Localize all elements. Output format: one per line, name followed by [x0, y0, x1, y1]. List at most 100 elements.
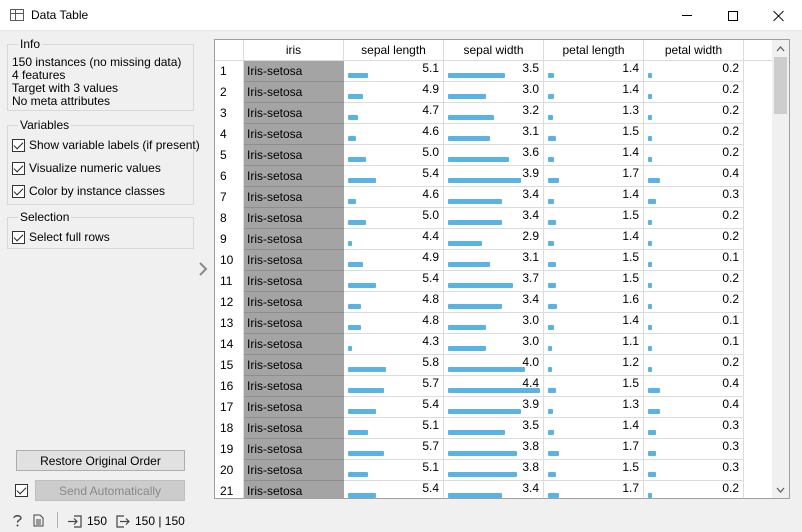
- table-row[interactable]: 21 Iris-setosa 5.4 3.4 1.7 0.2: [215, 481, 775, 498]
- vertical-scrollbar[interactable]: [772, 40, 789, 498]
- table-corner[interactable]: [215, 40, 244, 61]
- row-number[interactable]: 11: [215, 271, 244, 292]
- value-cell[interactable]: 4.7: [344, 103, 444, 124]
- data-table[interactable]: iris sepal length sepal width petal length p…: [214, 39, 790, 499]
- value-cell[interactable]: 4.8: [344, 292, 444, 313]
- class-cell[interactable]: Iris-setosa: [244, 124, 344, 145]
- value-cell[interactable]: 1.4: [544, 61, 644, 82]
- class-cell[interactable]: Iris-setosa: [244, 229, 344, 250]
- value-cell[interactable]: 5.8: [344, 355, 444, 376]
- value-cell[interactable]: 3.0: [444, 313, 544, 334]
- row-number[interactable]: 9: [215, 229, 244, 250]
- value-cell[interactable]: 4.9: [344, 82, 444, 103]
- value-cell[interactable]: 5.4: [344, 271, 444, 292]
- value-cell[interactable]: 3.2: [444, 103, 544, 124]
- value-cell[interactable]: 3.8: [444, 439, 544, 460]
- color-by-class-option[interactable]: Color by instance classes: [12, 184, 165, 198]
- value-cell[interactable]: 3.5: [444, 61, 544, 82]
- value-cell[interactable]: 1.4: [544, 418, 644, 439]
- value-cell[interactable]: 5.1: [344, 460, 444, 481]
- table-row[interactable]: 4 Iris-setosa 4.6 3.1 1.5 0.2: [215, 124, 775, 145]
- value-cell[interactable]: 4.9: [344, 250, 444, 271]
- class-cell[interactable]: Iris-setosa: [244, 271, 344, 292]
- column-header[interactable]: petal width: [644, 40, 744, 61]
- value-cell[interactable]: 4.6: [344, 187, 444, 208]
- value-cell[interactable]: 0.2: [644, 61, 744, 82]
- value-cell[interactable]: 0.2: [644, 229, 744, 250]
- table-row[interactable]: 6 Iris-setosa 5.4 3.9 1.7 0.4: [215, 166, 775, 187]
- value-cell[interactable]: 5.7: [344, 376, 444, 397]
- value-cell[interactable]: 1.7: [544, 481, 644, 498]
- class-cell[interactable]: Iris-setosa: [244, 82, 344, 103]
- row-number[interactable]: 4: [215, 124, 244, 145]
- value-cell[interactable]: 0.4: [644, 397, 744, 418]
- value-cell[interactable]: 1.5: [544, 250, 644, 271]
- value-cell[interactable]: 3.1: [444, 124, 544, 145]
- value-cell[interactable]: 0.2: [644, 292, 744, 313]
- value-cell[interactable]: 3.4: [444, 481, 544, 498]
- value-cell[interactable]: 4.6: [344, 124, 444, 145]
- table-row[interactable]: 12 Iris-setosa 4.8 3.4 1.6 0.2: [215, 292, 775, 313]
- class-cell[interactable]: Iris-setosa: [244, 166, 344, 187]
- value-cell[interactable]: 1.4: [544, 145, 644, 166]
- value-cell[interactable]: 0.1: [644, 250, 744, 271]
- value-cell[interactable]: 3.0: [444, 334, 544, 355]
- table-row[interactable]: 9 Iris-setosa 4.4 2.9 1.4 0.2: [215, 229, 775, 250]
- table-row[interactable]: 11 Iris-setosa 5.4 3.7 1.5 0.2: [215, 271, 775, 292]
- class-cell[interactable]: Iris-setosa: [244, 292, 344, 313]
- class-cell[interactable]: Iris-setosa: [244, 397, 344, 418]
- minimize-button[interactable]: [664, 0, 710, 31]
- value-cell[interactable]: 0.2: [644, 103, 744, 124]
- table-row[interactable]: 13 Iris-setosa 4.8 3.0 1.4 0.1: [215, 313, 775, 334]
- value-cell[interactable]: 0.2: [644, 208, 744, 229]
- table-row[interactable]: 15 Iris-setosa 5.8 4.0 1.2 0.2: [215, 355, 775, 376]
- value-cell[interactable]: 3.4: [444, 208, 544, 229]
- row-number[interactable]: 13: [215, 313, 244, 334]
- table-row[interactable]: 7 Iris-setosa 4.6 3.4 1.4 0.3: [215, 187, 775, 208]
- row-number[interactable]: 20: [215, 460, 244, 481]
- value-cell[interactable]: 5.7: [344, 439, 444, 460]
- value-cell[interactable]: 1.2: [544, 355, 644, 376]
- value-cell[interactable]: 3.1: [444, 250, 544, 271]
- value-cell[interactable]: 1.3: [544, 103, 644, 124]
- value-cell[interactable]: 3.6: [444, 145, 544, 166]
- value-cell[interactable]: 5.1: [344, 61, 444, 82]
- class-cell[interactable]: Iris-setosa: [244, 187, 344, 208]
- show-labels-checkbox[interactable]: [12, 138, 25, 152]
- value-cell[interactable]: 0.3: [644, 418, 744, 439]
- help-button[interactable]: [12, 514, 23, 527]
- value-cell[interactable]: 5.1: [344, 418, 444, 439]
- value-cell[interactable]: 0.2: [644, 124, 744, 145]
- table-row[interactable]: 1 Iris-setosa 5.1 3.5 1.4 0.2: [215, 61, 775, 82]
- value-cell[interactable]: 0.4: [644, 376, 744, 397]
- row-number[interactable]: 18: [215, 418, 244, 439]
- table-row[interactable]: 2 Iris-setosa 4.9 3.0 1.4 0.2: [215, 82, 775, 103]
- value-cell[interactable]: 3.4: [444, 292, 544, 313]
- value-cell[interactable]: 0.1: [644, 313, 744, 334]
- value-cell[interactable]: 1.5: [544, 208, 644, 229]
- restore-order-button[interactable]: Restore Original Order: [16, 450, 185, 471]
- class-cell[interactable]: Iris-setosa: [244, 376, 344, 397]
- select-full-rows-option[interactable]: Select full rows: [12, 230, 110, 244]
- value-cell[interactable]: 1.5: [544, 460, 644, 481]
- value-cell[interactable]: 0.2: [644, 481, 744, 498]
- class-cell[interactable]: Iris-setosa: [244, 103, 344, 124]
- value-cell[interactable]: 5.0: [344, 208, 444, 229]
- table-row[interactable]: 20 Iris-setosa 5.1 3.8 1.5 0.3: [215, 460, 775, 481]
- value-cell[interactable]: 1.4: [544, 187, 644, 208]
- scroll-thumb[interactable]: [774, 57, 787, 114]
- column-header[interactable]: petal length: [544, 40, 644, 61]
- value-cell[interactable]: 4.0: [444, 355, 544, 376]
- value-cell[interactable]: 5.4: [344, 481, 444, 498]
- class-cell[interactable]: Iris-setosa: [244, 418, 344, 439]
- value-cell[interactable]: 5.4: [344, 166, 444, 187]
- visualize-option[interactable]: Visualize numeric values: [12, 161, 161, 175]
- value-cell[interactable]: 3.0: [444, 82, 544, 103]
- value-cell[interactable]: 3.7: [444, 271, 544, 292]
- value-cell[interactable]: 1.5: [544, 271, 644, 292]
- table-row[interactable]: 17 Iris-setosa 5.4 3.9 1.3 0.4: [215, 397, 775, 418]
- row-number[interactable]: 3: [215, 103, 244, 124]
- table-row[interactable]: 5 Iris-setosa 5.0 3.6 1.4 0.2: [215, 145, 775, 166]
- value-cell[interactable]: 2.9: [444, 229, 544, 250]
- value-cell[interactable]: 3.9: [444, 397, 544, 418]
